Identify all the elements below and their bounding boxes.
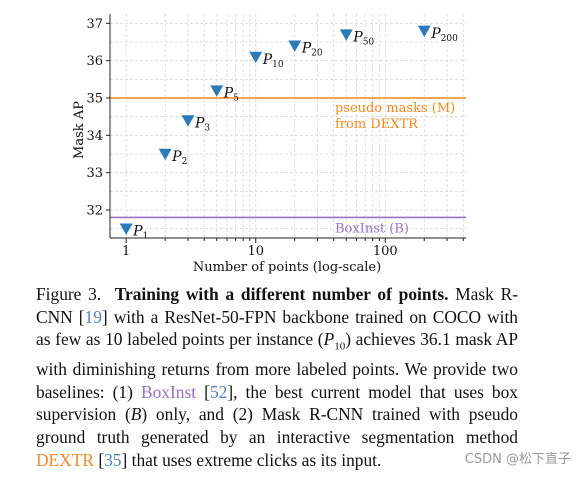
point-label-subscript: 10 [272,60,284,70]
baseline-label: BoxInst (B) [335,221,409,236]
point-label: P2 [171,149,187,167]
point-label-symbol: P [223,86,234,102]
watermark: CSDN @松下直子 [464,452,571,467]
caption-dextr: DEXTR [36,449,94,470]
point-label-subscript: 20 [311,49,323,59]
point-label-subscript: 3 [204,123,210,133]
point-label: P20 [301,41,323,59]
point-label-subscript: 1 [143,232,149,242]
y-tick-label: 33 [86,166,103,181]
point-label-symbol: P [430,26,441,42]
point-label-symbol: P [301,41,312,57]
data-point [119,223,133,235]
caption-text-8: ] that uses extreme clicks as its input. [121,449,382,470]
caption-text-7: [ [93,449,105,470]
caption-text-2: ] with a ResNet-50-FPN backbone trained … [36,306,518,350]
caption-title: Training with a different number of poin… [114,284,449,304]
y-tick-label: 37 [86,17,103,32]
point-label: P200 [430,26,458,44]
caption-p10-symbol: P [323,329,335,350]
point-label: P50 [352,30,374,48]
caption-text-3: ) achieves 36.1 mask AP with diminishing… [36,329,518,402]
x-tick-label: 1 [122,244,130,259]
x-axis-title: Number of points (log-scale) [193,260,381,275]
citation-19[interactable]: 19 [84,306,102,327]
y-tick-label: 34 [86,129,103,144]
point-label-symbol: P [132,224,143,240]
point-label-symbol: P [262,52,273,68]
data-point [339,29,353,41]
y-axis-title: Mask AP [72,101,87,159]
x-tick-label: 100 [373,244,398,259]
point-label-subscript: 5 [233,94,239,104]
point-label-subscript: 2 [182,157,188,167]
baseline-lines: pseudo masks (M)from DEXTR BoxInst (B) [110,97,466,236]
point-label-subscript: 200 [441,34,458,44]
figure-caption: Figure 3. Training with a different numb… [36,283,518,471]
caption-text-4: [ [196,381,210,402]
caption-b-symbol: B [130,404,142,425]
data-point [249,51,263,64]
point-label-symbol: P [352,30,363,46]
data-point [417,25,431,37]
point-label: P5 [223,86,239,104]
data-point [181,115,195,127]
data-point [158,148,172,161]
grid-lines [110,14,466,238]
baseline-label: pseudo masks (M) [335,101,455,116]
caption-text-1: Mask R-CNN [ [36,284,518,327]
citation-52[interactable]: 52 [209,381,228,402]
point-label: P1 [132,224,148,242]
point-label-symbol: P [171,149,182,165]
caption-boxinst: BoxInst [141,381,197,402]
baseline-label-line2: from DEXTR [335,117,419,132]
point-label: P3 [194,115,210,133]
point-label-symbol: P [194,115,205,131]
point-label: P10 [262,52,284,70]
data-point [210,85,224,97]
caption-text-5: ], the best current model that uses box … [36,381,519,425]
y-tick-label: 35 [86,92,103,107]
caption-figure-label: Figure 3. [36,284,102,304]
citation-35[interactable]: 35 [104,449,122,470]
x-tick-label: 10 [247,244,264,259]
y-tick-label: 32 [86,204,103,219]
y-tick-label: 36 [86,54,103,69]
point-label-subscript: 50 [363,38,375,48]
caption-p10-sub: 10 [334,340,346,353]
data-point [288,40,302,52]
caption-text-6: ) only, and (2) Mask R-CNN trained with … [36,404,518,448]
